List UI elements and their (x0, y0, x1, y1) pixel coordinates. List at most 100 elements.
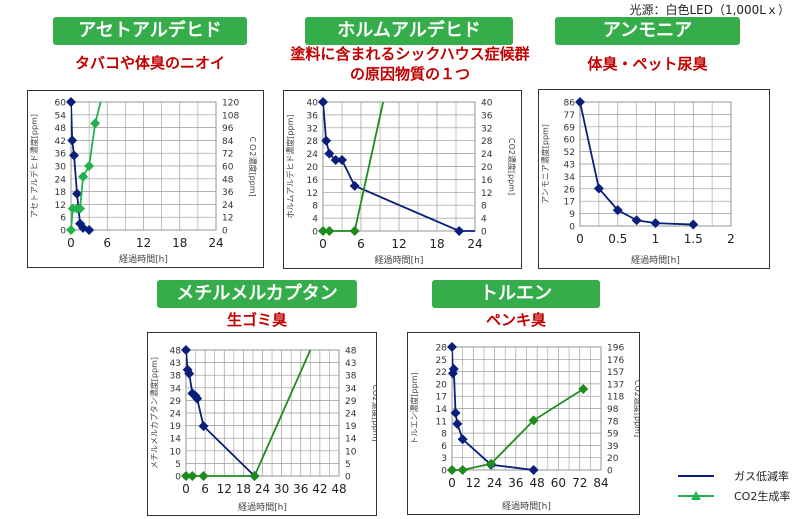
gas-data-point (321, 135, 332, 146)
legend-label: ガス低減率 (734, 470, 789, 483)
y-axis-label: アセトアルデヒド濃度[ppm] (29, 114, 39, 218)
x-tick-label: 18 (236, 482, 251, 496)
y2-tick-label: 38 (345, 372, 357, 382)
x-tick-label: 12 (217, 482, 232, 496)
y-axis-label: トルエン濃度[ppm] (409, 372, 419, 444)
y-tick-label: 77 (564, 111, 575, 121)
gas-data-point (612, 205, 623, 216)
y2-tick-label: 0 (607, 467, 613, 477)
y2-tick-label: 48 (222, 175, 234, 185)
y2-axis-label: CO2濃度[ppm] (507, 138, 517, 195)
y2-tick-label: 12 (481, 189, 492, 199)
y-tick-label: 10 (170, 447, 182, 457)
co2-data-point (90, 118, 101, 129)
y2-tick-label: 24 (481, 150, 493, 160)
y2-tick-label: 34 (345, 384, 357, 394)
y-tick-label: 6 (60, 214, 66, 224)
x-tick-label: 2 (727, 232, 735, 246)
y2-tick-label: 28 (481, 137, 493, 147)
co2-data-point (578, 384, 589, 395)
y-tick-label: 6 (441, 442, 447, 452)
gas-data-point (84, 225, 95, 235)
y2-tick-label: 0 (222, 227, 228, 237)
y2-tick-label: 40 (481, 99, 493, 109)
x-tick-label: 18 (172, 236, 187, 250)
y-tick-label: 12 (55, 201, 66, 211)
x-tick-label: 48 (530, 476, 545, 490)
y2-tick-label: 43 (345, 359, 356, 369)
panel-subtitle: ペンキ臭 (485, 311, 546, 329)
x-tick-label: 0 (319, 237, 327, 251)
y2-tick-label: 16 (481, 176, 493, 186)
y-tick-label: 32 (307, 124, 318, 134)
gas-data-point (593, 183, 604, 194)
gas-data-point (330, 155, 341, 166)
gas-data-point (528, 465, 539, 475)
gas-data-point (575, 97, 585, 107)
y-tick-label: 0 (312, 228, 318, 238)
y-tick-label: 0 (60, 227, 66, 237)
co2-data-point (78, 171, 89, 182)
y2-tick-label: 14 (345, 435, 357, 445)
x-axis-label: 経過時間[h] (631, 254, 680, 266)
panel-title-toluene: トルエン (432, 280, 600, 308)
x-tick-label: 48 (331, 482, 346, 496)
x-tick-label: 1.5 (684, 232, 703, 246)
x-tick-label: 18 (429, 237, 444, 251)
y2-tick-label: 8 (481, 202, 487, 212)
y-tick-label: 17 (436, 393, 447, 403)
y2-tick-label: 20 (481, 163, 493, 173)
x-tick-label: 24 (255, 482, 270, 496)
x-tick-label: 6 (357, 237, 365, 251)
y-tick-label: 86 (564, 99, 576, 109)
chart-formaldehyde: 0 6 12 18 24 0 4 8 12 16 20 24 28 32 36 40 0 4 8 12 16 20 24 28… (283, 90, 522, 269)
chart-svg: 0 6 12 18 2404812162024283236400481216202428… (285, 97, 517, 266)
panel-subtitle: タバコや体臭のニオイ (74, 54, 225, 72)
y2-tick-label: 96 (222, 124, 234, 134)
y-tick-label: 34 (170, 384, 182, 394)
y2-tick-label: 12 (222, 214, 233, 224)
panel-subtitle: 体臭・ペット尿臭 (587, 55, 708, 73)
y-tick-label: 38 (170, 372, 182, 382)
x-tick-label: 0 (67, 236, 75, 250)
legend-item-co2: CO2生成率 (676, 486, 790, 506)
chart-legend: ガス低減率 CO2生成率 (676, 466, 790, 506)
y-tick-label: 16 (307, 176, 319, 186)
gas-data-point (66, 97, 76, 107)
y-tick-label: 42 (55, 137, 66, 147)
panel-title-methyl-mercaptan: メチルメルカプタン (157, 280, 357, 308)
co2-data-point (528, 415, 539, 426)
y-tick-label: 0 (175, 473, 181, 483)
panel-subtitle-line2: の原因物質の１つ (349, 65, 470, 83)
y2-tick-label: 84 (222, 137, 234, 147)
y2-tick-label: 137 (607, 380, 624, 390)
y-axis-label: メチルメルカプタン濃度[ppm] (149, 357, 159, 469)
co2-data-point (447, 465, 457, 475)
y-tick-label: 25 (436, 356, 447, 366)
x-tick-label: 36 (508, 476, 523, 490)
y2-tick-label: 78 (607, 417, 619, 427)
y-tick-label: 52 (564, 148, 575, 158)
gas-data-point (318, 97, 328, 107)
gas-data-point (457, 434, 468, 445)
chart-svg: 0 6 12 18 24 30 36 42 48051014192429343843480510… (149, 345, 381, 513)
co2-data-point (84, 161, 95, 171)
x-tick-label: 6 (103, 236, 111, 250)
co2-data-point (75, 203, 86, 214)
x-tick-label: 30 (274, 482, 289, 496)
x-tick-label: 12 (391, 237, 406, 251)
co2-data-point (198, 471, 209, 481)
y-tick-label: 20 (436, 380, 448, 390)
y-tick-label: 5 (175, 460, 181, 470)
y2-axis-label: CO2濃度[ppm] (371, 384, 376, 441)
y-tick-label: 24 (170, 410, 182, 420)
y-tick-label: 60 (564, 136, 576, 146)
chart-svg: 0 0.5 1 1.5 2 0 9 17 26 34 43 52 60 69 77 86 経過時間[h] アンモニ… (540, 97, 735, 266)
y-tick-label: 17 (564, 198, 575, 208)
y2-tick-label: 24 (222, 201, 234, 211)
y2-tick-label: 48 (345, 347, 357, 357)
y-tick-label: 8 (441, 430, 447, 440)
legend-line-icon (678, 475, 714, 477)
chart-toluene: 0 12 24 36 48 60 72 84 0 3 6 8 11 14 17 20 22 25 28 0 20 39 59… (407, 332, 643, 515)
y-tick-label: 0 (569, 223, 575, 233)
